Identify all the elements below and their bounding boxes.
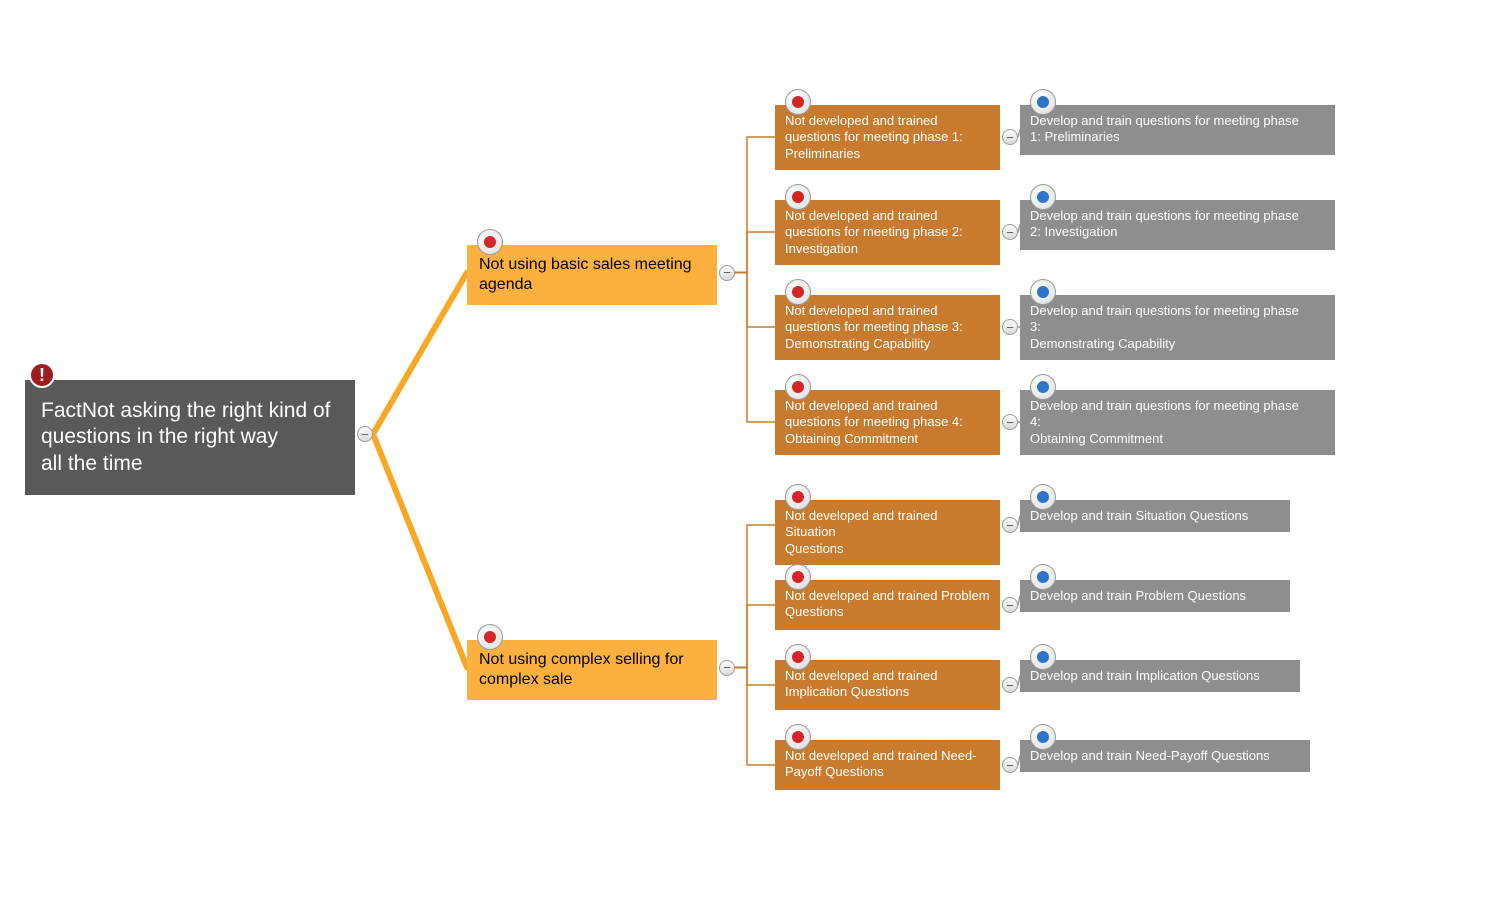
toggle-l1b[interactable]: − [719,660,735,676]
status-icon-l3b4 [1030,724,1056,750]
toggle-l2b2[interactable]: − [1002,597,1018,613]
status-icon-l3b3 [1030,644,1056,670]
status-icon-l3a1 [1030,89,1056,115]
node-l3b4[interactable]: Develop and train Need-Payoff Questions [1020,740,1310,772]
toggle-l2b4[interactable]: − [1002,757,1018,773]
node-root-text: FactNot asking the right kind of questio… [41,398,339,477]
status-icon-l2b4 [785,724,811,750]
status-icon-l2a3 [785,279,811,305]
status-icon-l3a4 [1030,374,1056,400]
toggle-l2b1[interactable]: − [1002,517,1018,533]
node-l1a[interactable]: Not using basic sales meeting agenda [467,245,717,305]
toggle-l2a4[interactable]: − [1002,414,1018,430]
status-icon-l3b1 [1030,484,1056,510]
toggle-l1a[interactable]: − [719,265,735,281]
node-l2b1[interactable]: Not developed and trained Situation Ques… [775,500,1000,565]
node-l1b-text: Not using complex selling for complex sa… [479,650,705,690]
status-icon-l1b [477,624,503,650]
node-l2b2[interactable]: Not developed and trained Problem Questi… [775,580,1000,630]
node-l2a3[interactable]: Not developed and trained questions for … [775,295,1000,360]
toggle-l2a2[interactable]: − [1002,224,1018,240]
status-icon-l3a3 [1030,279,1056,305]
node-l3b3[interactable]: Develop and train Implication Questions [1020,660,1300,692]
status-icon-l2b3 [785,644,811,670]
status-icon-l2a1 [785,89,811,115]
status-icon-l1a [477,229,503,255]
node-l3a3[interactable]: Develop and train questions for meeting … [1020,295,1335,360]
node-root[interactable]: FactNot asking the right kind of questio… [25,380,355,495]
status-icon-l2a4 [785,374,811,400]
node-l3a2[interactable]: Develop and train questions for meeting … [1020,200,1335,250]
status-icon-l3a2 [1030,184,1056,210]
status-icon-l2b2 [785,564,811,590]
node-l2b4[interactable]: Not developed and trained Need- Payoff Q… [775,740,1000,790]
toggle-root[interactable]: − [357,426,373,442]
node-l3a1[interactable]: Develop and train questions for meeting … [1020,105,1335,155]
node-l3a4[interactable]: Develop and train questions for meeting … [1020,390,1335,455]
toggle-l2a3[interactable]: − [1002,319,1018,335]
node-l2a2[interactable]: Not developed and trained questions for … [775,200,1000,265]
toggle-l2b3[interactable]: − [1002,677,1018,693]
node-l3b2[interactable]: Develop and train Problem Questions [1020,580,1290,612]
status-icon-l2b1 [785,484,811,510]
toggle-l2a1[interactable]: − [1002,129,1018,145]
status-icon-l2a2 [785,184,811,210]
node-l2b3[interactable]: Not developed and trained Implication Qu… [775,660,1000,710]
node-l2a4[interactable]: Not developed and trained questions for … [775,390,1000,455]
node-l1a-text: Not using basic sales meeting agenda [479,255,705,295]
node-l2a1[interactable]: Not developed and trained questions for … [775,105,1000,170]
node-l1b[interactable]: Not using complex selling for complex sa… [467,640,717,700]
alert-icon: ! [29,362,55,388]
status-icon-l3b2 [1030,564,1056,590]
node-l3b1[interactable]: Develop and train Situation Questions [1020,500,1290,532]
mindmap-canvas: { "type": "mindmap", "canvas": { "width"… [0,0,1500,910]
